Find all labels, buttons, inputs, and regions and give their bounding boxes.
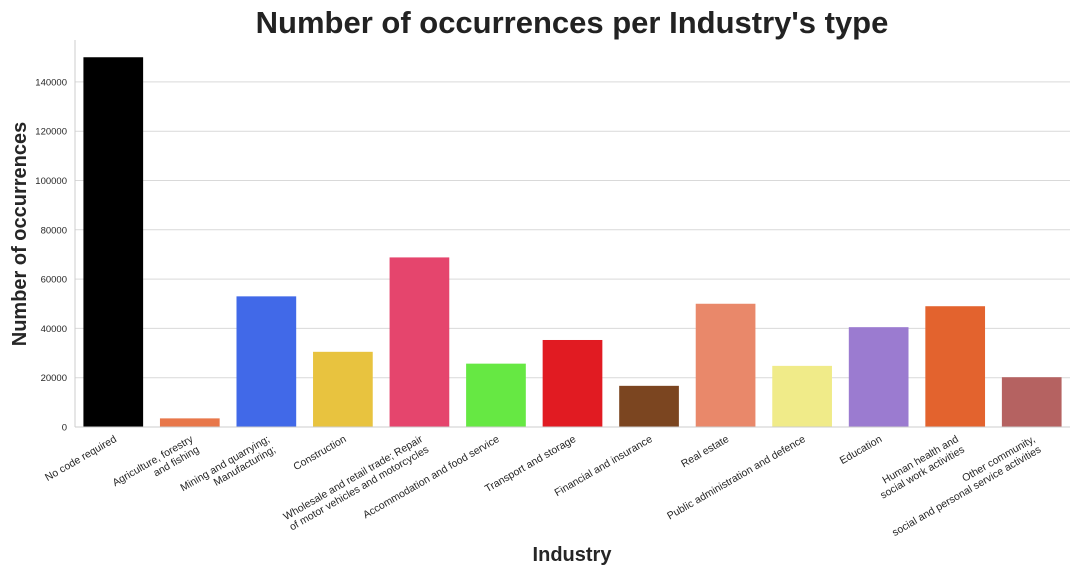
x-tick-label: No code required [43, 433, 119, 484]
chart-title: Number of occurrences per Industry's typ… [256, 5, 889, 40]
y-tick-label: 80000 [41, 225, 67, 236]
x-tick-label: Education [838, 433, 885, 467]
y-tick-label: 120000 [35, 127, 67, 138]
y-axis-label: Number of occurrences [9, 122, 31, 347]
bar [466, 363, 526, 427]
bars [83, 57, 1062, 428]
y-tick-label: 40000 [41, 324, 67, 335]
gridlines [75, 81, 1070, 379]
x-axis-label: Industry [533, 544, 613, 566]
y-tick-labels: 0 20000 40000 60000 80000 100000 120000 140000 [35, 77, 67, 433]
y-tick-label: 0 [62, 423, 67, 434]
bar [925, 306, 986, 427]
bar [772, 365, 832, 427]
x-tick-label: Human health andsocial work activities [872, 433, 967, 501]
bar [236, 296, 297, 427]
bar [159, 418, 220, 427]
bar [542, 339, 603, 427]
x-tick-label-line: Construction [291, 433, 348, 473]
bar [695, 303, 756, 427]
y-tick-label: 20000 [41, 373, 67, 384]
bar [83, 57, 144, 428]
x-tick-label-line: Wholesale and retail trade; Repair [281, 433, 425, 523]
x-tick-label-line: No code required [43, 433, 119, 484]
bar [619, 385, 679, 427]
x-tick-label-line: Public administration and defence [665, 433, 808, 522]
y-tick-label: 140000 [35, 77, 67, 88]
y-tick-label: 60000 [41, 275, 67, 286]
y-tick-label: 100000 [35, 176, 67, 187]
x-tick-label-line: Real estate [679, 433, 731, 470]
x-tick-label: Construction [291, 433, 348, 473]
x-tick-label: Public administration and defence [665, 433, 808, 522]
bar [1001, 377, 1062, 427]
bar [848, 327, 909, 427]
x-tick-label: Real estate [679, 433, 731, 470]
x-tick-label-line: Education [838, 433, 885, 467]
bar [389, 257, 450, 427]
bar [313, 351, 373, 427]
